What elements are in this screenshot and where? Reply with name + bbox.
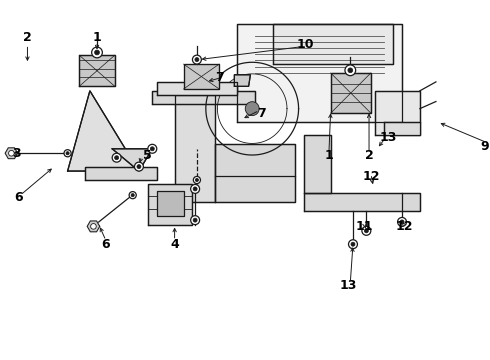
Text: 7: 7 [215, 71, 223, 84]
Circle shape [129, 192, 136, 199]
Polygon shape [5, 148, 18, 159]
Circle shape [362, 226, 371, 235]
Text: 6: 6 [101, 238, 110, 251]
Polygon shape [304, 193, 420, 211]
Text: 10: 10 [297, 38, 315, 51]
Circle shape [245, 102, 259, 116]
Polygon shape [215, 144, 295, 202]
Polygon shape [79, 55, 115, 86]
Circle shape [191, 216, 199, 225]
Text: 12: 12 [395, 220, 413, 233]
Text: 5: 5 [144, 149, 152, 162]
Circle shape [137, 165, 141, 168]
Text: 7: 7 [257, 107, 266, 120]
Text: 6: 6 [14, 191, 23, 204]
Polygon shape [157, 82, 237, 95]
Polygon shape [87, 221, 99, 232]
Polygon shape [304, 135, 331, 193]
Circle shape [193, 55, 201, 64]
Polygon shape [375, 91, 420, 135]
Circle shape [134, 162, 144, 171]
Circle shape [148, 144, 157, 153]
Circle shape [191, 184, 199, 193]
Text: 11: 11 [356, 220, 373, 233]
Circle shape [365, 229, 368, 233]
Text: 9: 9 [481, 140, 490, 153]
Circle shape [193, 187, 197, 191]
Circle shape [95, 50, 99, 55]
Circle shape [150, 147, 154, 151]
Polygon shape [234, 75, 250, 86]
Text: 3: 3 [12, 147, 21, 160]
Circle shape [348, 68, 353, 73]
Circle shape [9, 150, 14, 156]
Polygon shape [237, 24, 402, 122]
Polygon shape [152, 91, 255, 104]
Circle shape [400, 220, 404, 224]
Polygon shape [384, 122, 420, 135]
Circle shape [193, 218, 197, 222]
Circle shape [351, 242, 355, 246]
Polygon shape [184, 64, 219, 89]
Circle shape [345, 65, 356, 76]
Text: 1: 1 [324, 149, 333, 162]
Polygon shape [331, 73, 371, 113]
Circle shape [194, 176, 200, 184]
Circle shape [115, 156, 119, 160]
Circle shape [66, 152, 69, 155]
Text: 4: 4 [170, 238, 179, 251]
Circle shape [195, 58, 199, 62]
Circle shape [112, 153, 121, 162]
Circle shape [196, 179, 198, 181]
Circle shape [348, 240, 357, 249]
Polygon shape [85, 167, 157, 180]
Text: 12: 12 [362, 170, 380, 183]
Circle shape [92, 47, 102, 58]
Polygon shape [68, 91, 139, 171]
Polygon shape [273, 24, 393, 64]
Polygon shape [148, 184, 193, 225]
Circle shape [131, 194, 134, 197]
Text: 2: 2 [365, 149, 373, 162]
Circle shape [91, 224, 96, 229]
Circle shape [64, 150, 71, 157]
Text: 13: 13 [340, 279, 357, 292]
Text: 1: 1 [93, 31, 101, 44]
Polygon shape [112, 149, 152, 171]
Text: 13: 13 [380, 131, 397, 144]
Polygon shape [157, 191, 184, 216]
Text: 2: 2 [23, 31, 32, 44]
Polygon shape [174, 95, 215, 202]
Circle shape [397, 217, 407, 226]
